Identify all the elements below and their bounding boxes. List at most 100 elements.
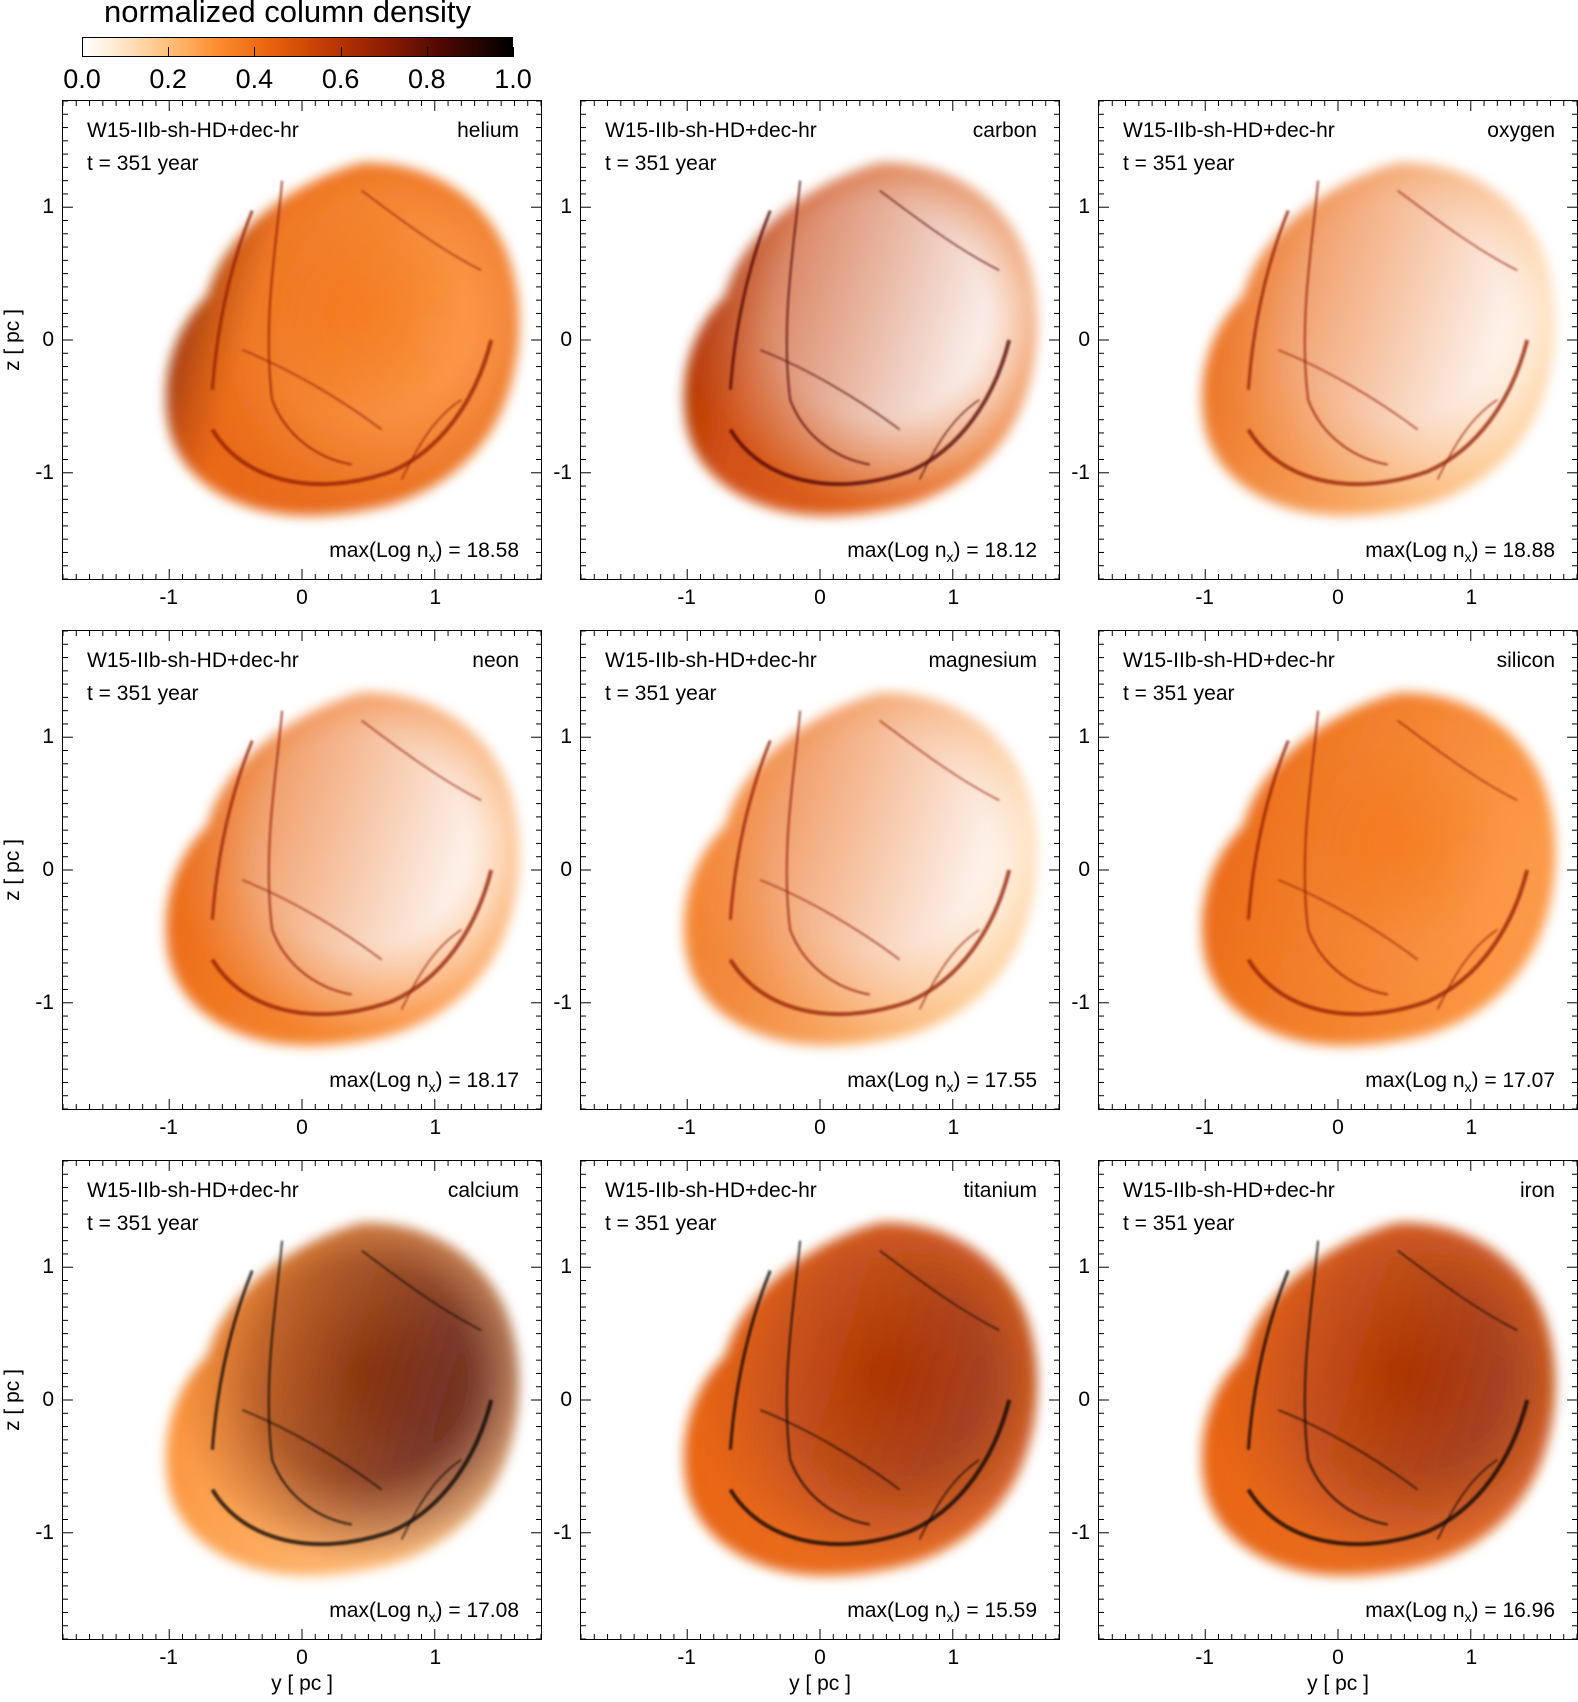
x-tick-label: 0 <box>814 1646 826 1669</box>
axis-ticks <box>1099 631 1577 1109</box>
x-tick-label: 0 <box>1332 586 1344 609</box>
max-subscript: x <box>428 1079 436 1095</box>
density-map <box>166 1222 520 1576</box>
y-tick-label: 0 <box>1078 328 1090 351</box>
y-tick-label: 1 <box>42 724 54 748</box>
element-label: helium <box>457 119 519 142</box>
y-tick-label: 0 <box>42 1388 54 1411</box>
y-tick-label: -1 <box>1071 991 1090 1015</box>
run-label: W15-IIb-sh-HD+dec-hr <box>1123 119 1335 142</box>
x-tick-label: 0 <box>1332 1116 1344 1139</box>
density-map <box>1202 1222 1556 1576</box>
colorbar-tick-mark <box>513 47 514 57</box>
max-density-label: max(Log nx) = 18.88 <box>1365 539 1555 565</box>
y-tick-label: -1 <box>35 461 54 485</box>
y-tick-label: 1 <box>1078 1254 1090 1278</box>
element-label: iron <box>1519 1179 1555 1202</box>
max-density-label: max(Log nx) = 17.08 <box>329 1599 519 1624</box>
time-label: t = 351 year <box>1123 682 1235 705</box>
density-map <box>166 162 520 516</box>
max-prefix: max(Log n <box>847 539 947 562</box>
colorbar-tick-label: 0.6 <box>321 64 360 94</box>
time-label: t = 351 year <box>1123 1212 1235 1235</box>
y-tick-label: -1 <box>1071 1521 1090 1545</box>
panel-titanium: W15-IIb-sh-HD+dec-hr t = 351 year titani… <box>580 1160 1060 1640</box>
x-tick-label: -1 <box>677 586 696 609</box>
panel-magnesium: W15-IIb-sh-HD+dec-hr t = 351 year magnes… <box>580 630 1060 1110</box>
max-prefix: max(Log n <box>1365 1069 1465 1092</box>
colorbar-tick-label: 0.2 <box>149 64 187 94</box>
max-suffix: ) = 16.96 <box>1471 1599 1555 1622</box>
x-tick-label: 0 <box>296 1116 308 1139</box>
y-axis-label: z [ pc ] <box>1 1369 24 1431</box>
y-tick-label: 0 <box>560 858 572 881</box>
density-map <box>684 692 1038 1046</box>
x-tick-label: -1 <box>159 1646 178 1669</box>
panel-iron: W15-IIb-sh-HD+dec-hr t = 351 year iron m… <box>1098 1160 1578 1640</box>
y-tick-label: 0 <box>560 328 572 351</box>
panel-silicon: W15-IIb-sh-HD+dec-hr t = 351 year silico… <box>1098 630 1578 1110</box>
max-density-label: max(Log nx) = 16.96 <box>1365 1599 1555 1625</box>
axis-ticks <box>581 101 1059 579</box>
panel-carbon: W15-IIb-sh-HD+dec-hr t = 351 year carbon… <box>580 100 1060 580</box>
run-label: W15-IIb-sh-HD+dec-hr <box>605 119 817 142</box>
axis-ticks <box>63 631 541 1109</box>
max-subscript: x <box>946 549 954 565</box>
max-suffix: ) = 17.07 <box>1471 1069 1555 1092</box>
x-tick-label: 1 <box>429 1116 442 1139</box>
element-label: neon <box>472 649 519 672</box>
time-label: t = 351 year <box>87 682 199 705</box>
colorbar-gradient <box>82 37 513 57</box>
max-subscript: x <box>946 1079 954 1095</box>
y-tick-label: -1 <box>1071 461 1090 485</box>
element-label: titanium <box>963 1179 1037 1202</box>
run-label: W15-IIb-sh-HD+dec-hr <box>87 1179 299 1202</box>
max-suffix: ) = 18.58 <box>435 539 519 562</box>
x-tick-label: -1 <box>1195 586 1214 609</box>
x-tick-label: -1 <box>1195 1646 1214 1669</box>
y-tick-label: 1 <box>1078 194 1090 218</box>
panel-neon: W15-IIb-sh-HD+dec-hr t = 351 year neon m… <box>62 630 542 1110</box>
y-tick-label: -1 <box>35 1521 54 1545</box>
element-label: oxygen <box>1487 119 1555 142</box>
x-tick-label: -1 <box>677 1116 696 1139</box>
max-density-label: max(Log nx) = 18.58 <box>329 539 519 564</box>
run-label: W15-IIb-sh-HD+dec-hr <box>605 1179 817 1202</box>
max-prefix: max(Log n <box>847 1069 947 1092</box>
x-tick-label: -1 <box>159 1116 178 1139</box>
max-suffix: ) = 17.08 <box>435 1599 519 1622</box>
colorbar-tick-mark <box>168 47 170 57</box>
max-density-label: max(Log nx) = 18.12 <box>847 539 1037 565</box>
max-subscript: x <box>1464 549 1472 565</box>
element-label: calcium <box>447 1179 519 1202</box>
run-label: W15-IIb-sh-HD+dec-hr <box>605 649 817 672</box>
colorbar-tick-label: 1.0 <box>494 64 532 94</box>
max-suffix: ) = 15.59 <box>953 1599 1037 1622</box>
x-tick-label: 0 <box>814 586 826 609</box>
colorbar-tick-mark <box>82 47 83 57</box>
x-tick-label: 1 <box>947 1646 960 1669</box>
max-density-label: max(Log nx) = 18.17 <box>329 1069 519 1095</box>
max-subscript: x <box>1464 1079 1472 1095</box>
density-map <box>684 162 1038 516</box>
y-tick-label: 1 <box>42 1254 54 1278</box>
y-tick-label: 1 <box>560 1254 572 1278</box>
y-tick-label: 0 <box>1078 1388 1090 1411</box>
x-tick-label: 0 <box>814 1116 826 1139</box>
x-tick-label: -1 <box>159 586 178 609</box>
x-tick-label: 1 <box>947 586 960 609</box>
x-tick-label: 1 <box>1465 1116 1478 1139</box>
y-axis-label: z [ pc ] <box>1 309 24 371</box>
y-tick-label: 1 <box>42 194 54 218</box>
x-tick-label: 1 <box>947 1116 960 1139</box>
y-tick-label: 0 <box>1078 858 1090 881</box>
max-subscript: x <box>1464 1609 1472 1625</box>
colorbar-title: normalized column density <box>104 0 472 29</box>
axis-ticks <box>63 101 541 579</box>
y-tick-label: 1 <box>560 194 572 218</box>
y-tick-label: 0 <box>42 328 54 351</box>
x-axis-label: y [ pc ] <box>789 1672 851 1695</box>
max-suffix: ) = 18.88 <box>1471 539 1555 562</box>
colorbar-tick-mark <box>254 47 256 57</box>
x-tick-label: 0 <box>296 586 308 609</box>
